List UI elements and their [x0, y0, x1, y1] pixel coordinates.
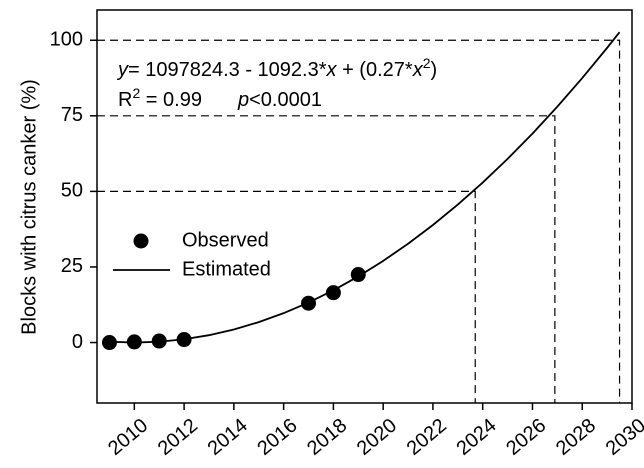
- x-tick-label: 2016: [253, 414, 301, 459]
- stats-part: <0.0001: [249, 89, 322, 111]
- y-tick-label: 50: [61, 180, 83, 202]
- x-tick-label: 2026: [502, 414, 550, 459]
- eq-part: ): [430, 59, 437, 81]
- stats-part: R: [118, 89, 132, 111]
- x-tick-label: 2030: [602, 414, 644, 459]
- eq-part: 2: [423, 55, 431, 71]
- x-tick-label: 2010: [104, 414, 152, 459]
- x-tick-label: 2014: [204, 414, 252, 459]
- legend-label: Estimated: [182, 258, 271, 280]
- eq-part: = 1097824.3 - 1092.3*: [128, 59, 327, 81]
- x-tick-label: 2022: [403, 414, 451, 459]
- y-tick-label: 0: [72, 331, 83, 353]
- x-tick-label: 2012: [154, 414, 202, 459]
- legend-label: Observed: [182, 229, 269, 251]
- equation: y= 1097824.3 - 1092.3*x + (0.27*x2): [116, 55, 437, 81]
- y-tick-label: 75: [61, 104, 83, 126]
- stats: R2 = 0.99 p<0.0001: [118, 85, 322, 111]
- x-tick-label: 2020: [353, 414, 401, 459]
- y-tick-label: 25: [61, 255, 83, 277]
- y-axis-label: Blocks with citrus canker (%): [18, 79, 40, 335]
- x-tick-label: 2024: [452, 414, 500, 459]
- eq-part: x: [326, 59, 338, 81]
- eq-part: + (0.27*: [337, 59, 413, 81]
- legend-marker: [133, 233, 149, 249]
- reference-line: [97, 115, 556, 403]
- eq-part: y: [116, 59, 129, 81]
- stats-part: p: [237, 89, 249, 111]
- stats-part: 2: [132, 85, 140, 101]
- y-tick-label: 100: [50, 29, 83, 51]
- eq-part: x: [412, 59, 424, 81]
- stats-part: = 0.99: [140, 89, 202, 111]
- reference-line: [97, 39, 621, 403]
- fit-line: [109, 31, 621, 344]
- x-tick-label: 2018: [303, 414, 351, 459]
- x-tick-label: 2028: [552, 414, 600, 459]
- plot-frame: [96, 9, 633, 404]
- reference-line: [97, 190, 476, 403]
